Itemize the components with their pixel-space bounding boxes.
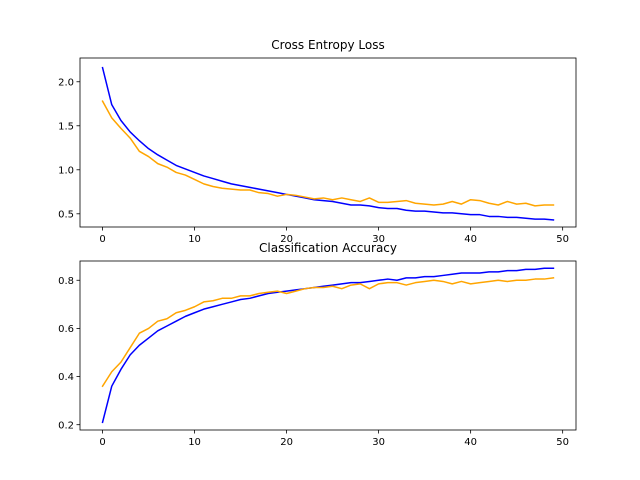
series-line-2 — [101, 277, 555, 388]
x-tick-label: 10 — [188, 437, 201, 448]
y-tick-label: 1.5 — [58, 121, 74, 132]
x-tick-label: 50 — [556, 437, 569, 448]
series-line-1 — [101, 66, 555, 221]
chart-title: Classification Accuracy — [259, 241, 397, 255]
x-tick-label: 40 — [464, 234, 477, 245]
x-tick-label: 0 — [99, 437, 105, 448]
subplot-2: 0 10 20 30 40 50 0.2 0.4 0.6 0.8 Classification Ac… — [58, 241, 577, 448]
y-tick-label: 1.0 — [58, 165, 74, 176]
y-tick-label: 2.0 — [58, 77, 74, 88]
x-tick-label: 40 — [464, 437, 477, 448]
x-tick-label: 0 — [99, 234, 105, 245]
y-tick-label: 0.6 — [58, 324, 74, 335]
x-tick-label: 30 — [372, 234, 385, 245]
y-tick-label: 0.2 — [58, 420, 74, 431]
axes-frame — [79, 260, 577, 431]
y-tick-label: 0.4 — [58, 372, 74, 383]
chart-title: Cross Entropy Loss — [271, 38, 384, 52]
x-tick-label: 10 — [188, 234, 201, 245]
subplot-1: 0 10 20 30 40 50 0.5 1.0 1.5 2.0 Cross Entropy Los… — [58, 38, 577, 245]
axes-frame — [79, 57, 577, 228]
charts-root: 0 10 20 30 40 50 0.5 1.0 1.5 2.0 Cross Entropy Los… — [58, 38, 577, 448]
series-line-2 — [101, 100, 555, 207]
y-tick-label: 0.8 — [58, 276, 74, 287]
series-line-1 — [101, 267, 555, 424]
x-tick-label: 50 — [556, 234, 569, 245]
x-tick-label: 20 — [280, 234, 293, 245]
x-tick-label: 20 — [280, 437, 293, 448]
y-tick-label: 0.5 — [58, 209, 74, 220]
x-tick-label: 30 — [372, 437, 385, 448]
